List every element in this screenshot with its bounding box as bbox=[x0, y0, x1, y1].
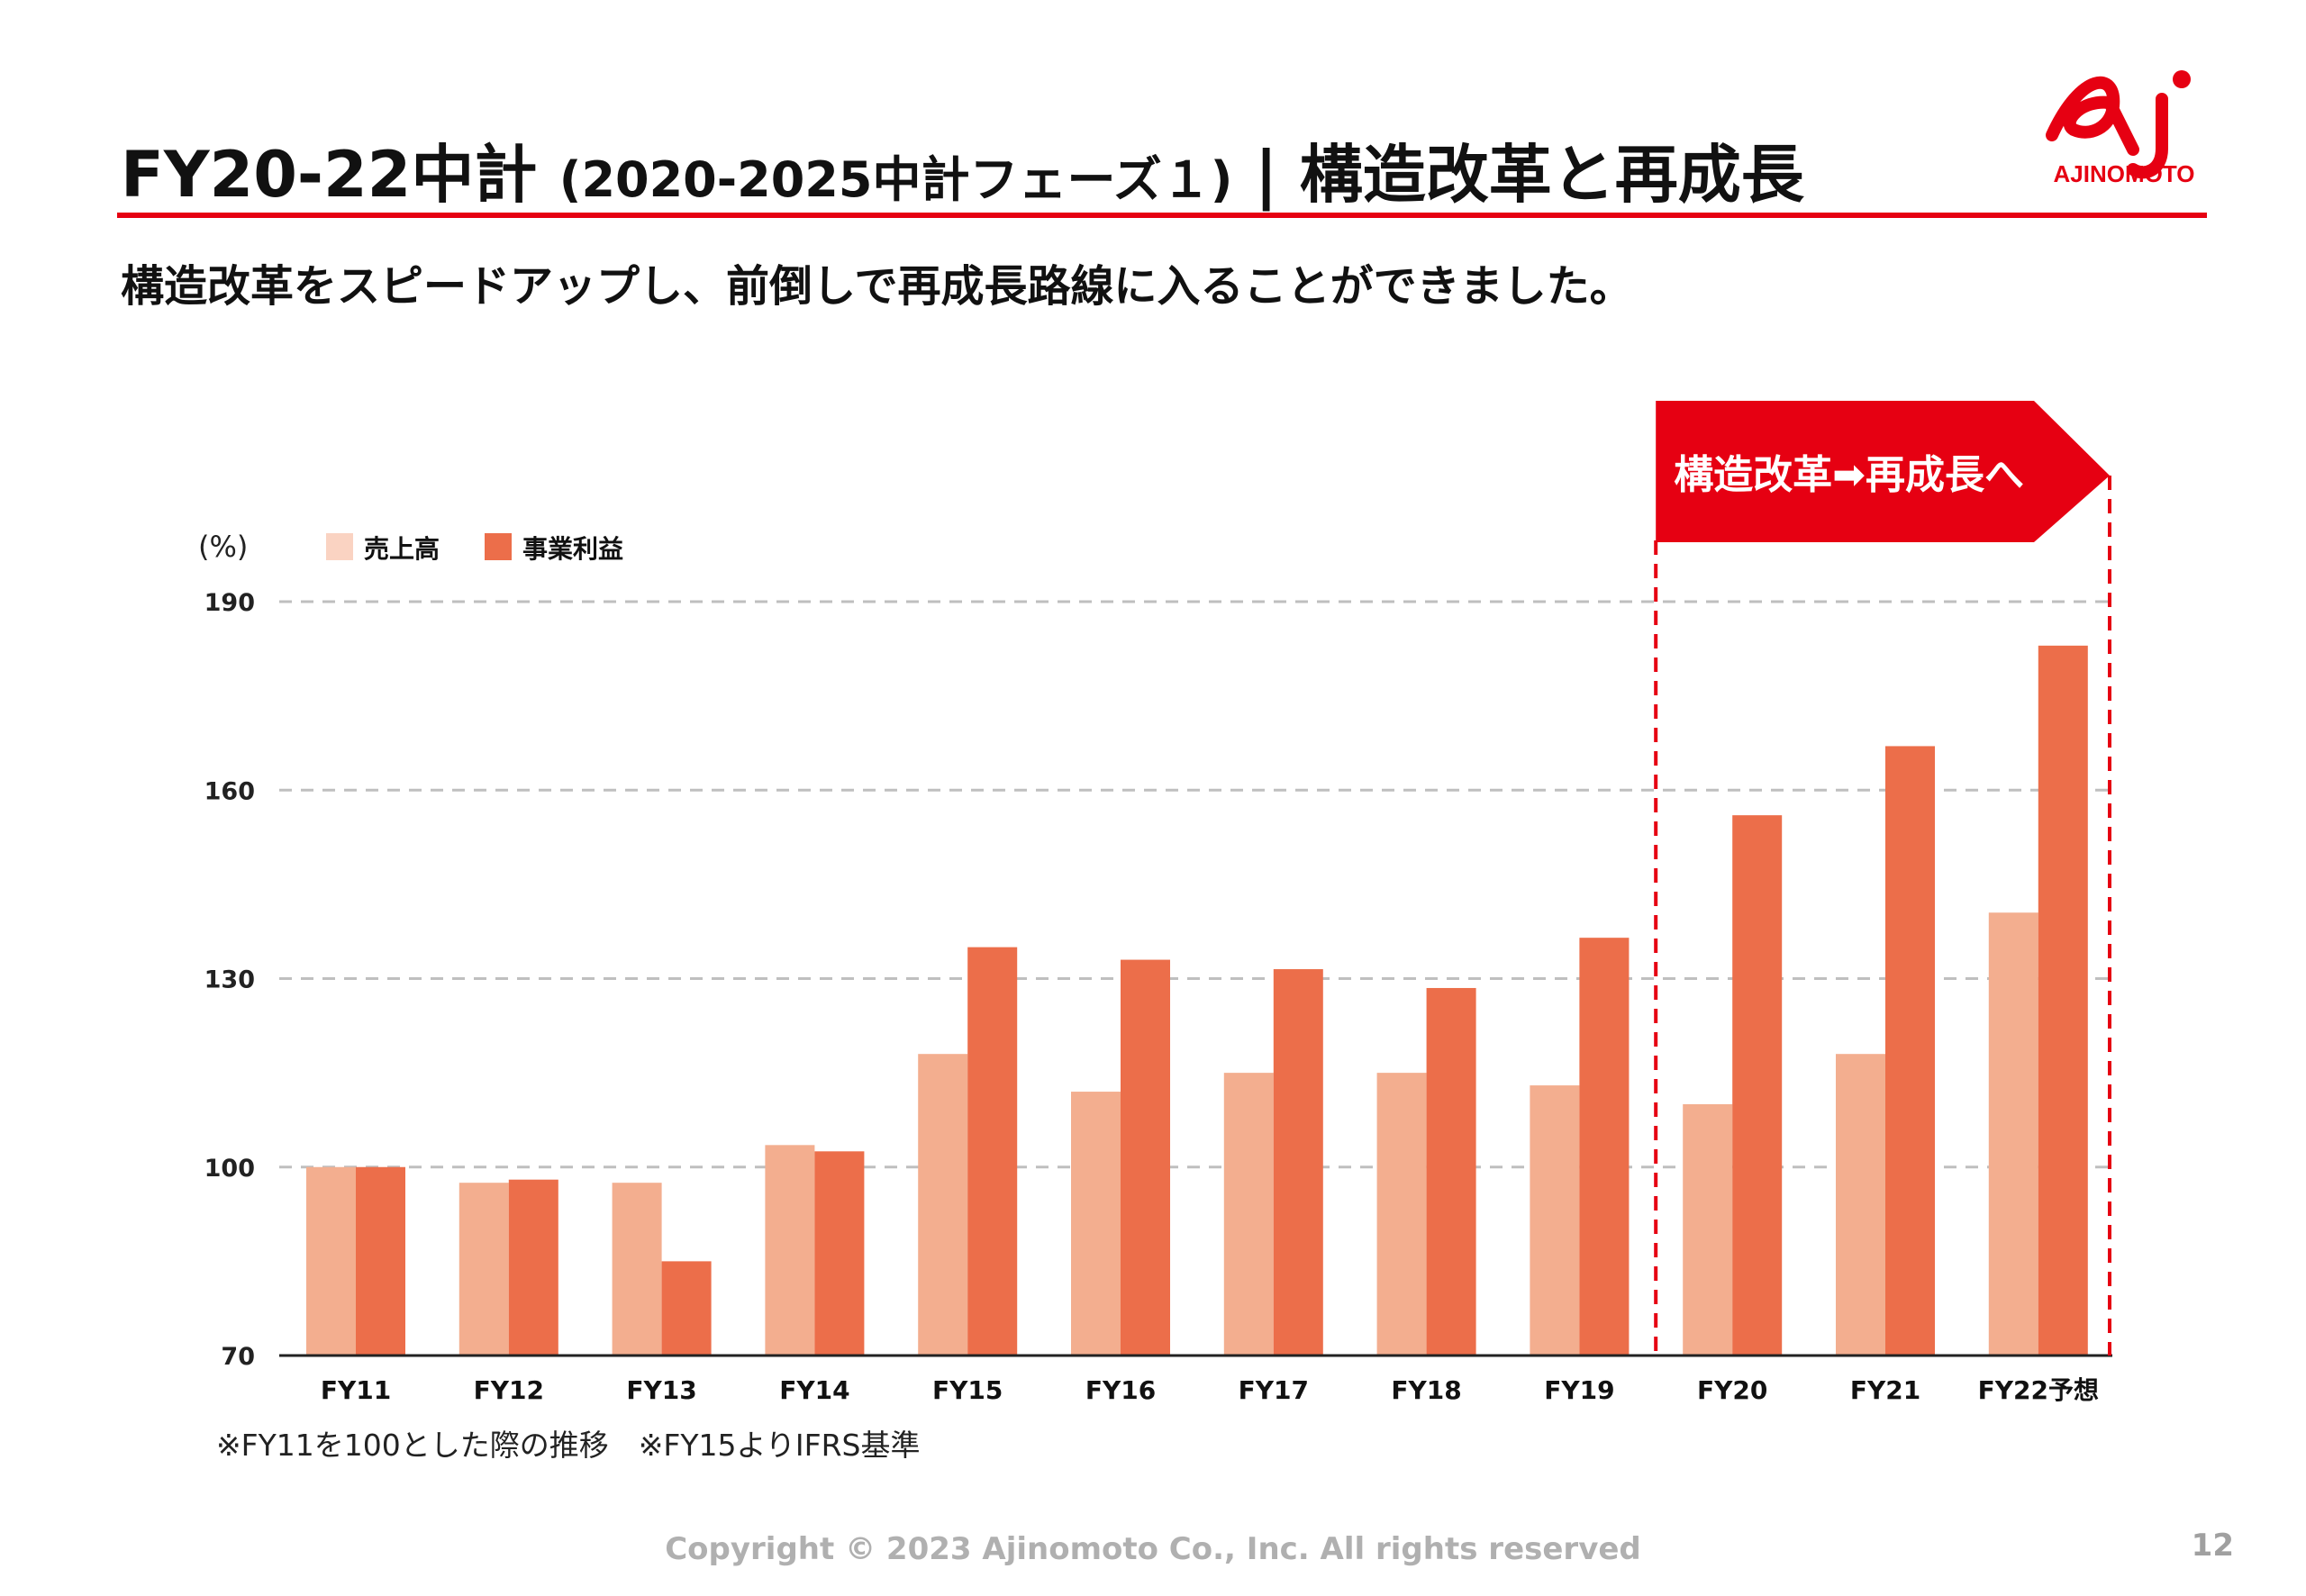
bar-sales-FY21 bbox=[1836, 1054, 1885, 1356]
x-tick-label: FY11 bbox=[321, 1375, 391, 1405]
logo-wordmark: AJINOMOTO bbox=[2054, 160, 2195, 187]
bar-sales-FY14 bbox=[765, 1145, 815, 1356]
title-separator: | bbox=[1254, 138, 1278, 212]
bar-profit-FY13 bbox=[661, 1261, 712, 1356]
bar-profit-FY22予想 bbox=[2038, 645, 2088, 1356]
bar-sales-FY16 bbox=[1071, 1092, 1121, 1356]
bar-profit-FY16 bbox=[1121, 959, 1170, 1356]
page-title: FY20-22中計 (2020-2025中計フェーズ１) | 構造改革と再成長 bbox=[121, 124, 1804, 215]
x-tick-label: FY21 bbox=[1850, 1375, 1920, 1405]
bar-sales-FY20 bbox=[1683, 1104, 1733, 1356]
x-tick-label: FY17 bbox=[1239, 1375, 1309, 1405]
x-tick-label: FY20 bbox=[1697, 1375, 1767, 1405]
legend-label: 事業利益 bbox=[522, 534, 623, 564]
y-tick-label: 100 bbox=[204, 1155, 255, 1183]
x-tick-label: FY16 bbox=[1085, 1375, 1156, 1405]
bar-profit-FY20 bbox=[1732, 815, 1783, 1356]
x-tick-label: FY18 bbox=[1391, 1375, 1461, 1405]
bar-sales-FY15 bbox=[918, 1054, 968, 1356]
bar-profit-FY11 bbox=[356, 1166, 405, 1356]
bar-sales-FY13 bbox=[612, 1183, 662, 1356]
bar-profit-FY14 bbox=[814, 1151, 865, 1356]
bar-sales-FY11 bbox=[306, 1166, 356, 1356]
y-tick-label: 190 bbox=[204, 589, 255, 617]
title-tail: 構造改革と再成長 bbox=[1299, 138, 1804, 212]
legend-label: 売上高 bbox=[364, 534, 440, 564]
bar-profit-FY19 bbox=[1579, 938, 1630, 1356]
bar-profit-FY15 bbox=[967, 947, 1018, 1356]
legend-swatch bbox=[326, 533, 353, 560]
title-underline bbox=[117, 213, 2207, 218]
x-tick-label: FY19 bbox=[1544, 1375, 1614, 1405]
bar-profit-FY18 bbox=[1426, 987, 1476, 1356]
title-sub: (2020-2025中計フェーズ１) bbox=[558, 151, 1233, 208]
bar-profit-FY21 bbox=[1885, 746, 1935, 1356]
ajinomoto-logo: AJINOMOTO bbox=[2046, 70, 2195, 187]
lead-text: 構造改革をスピードアップし、前倒しで再成長路線に入ることができました。 bbox=[121, 261, 1633, 312]
callout-text: 構造改革➡再成長へ bbox=[1674, 452, 2024, 498]
bar-sales-FY12 bbox=[458, 1183, 509, 1356]
bar-sales-FY22予想 bbox=[1988, 912, 2038, 1356]
y-axis-unit: (%) bbox=[198, 530, 248, 564]
title-main: FY20-22中計 bbox=[121, 138, 538, 212]
bar-profit-FY12 bbox=[508, 1179, 558, 1356]
legend-swatch bbox=[485, 533, 512, 560]
y-tick-label: 160 bbox=[204, 777, 255, 805]
x-tick-label: FY15 bbox=[932, 1375, 1003, 1405]
bar-sales-FY19 bbox=[1530, 1085, 1580, 1356]
callout-banner bbox=[1656, 401, 2110, 542]
footnote: ※FY11を100とした際の推移 ※FY15よりIFRS基準 bbox=[216, 1428, 921, 1463]
x-tick-label: FY13 bbox=[626, 1375, 696, 1405]
bar-profit-FY17 bbox=[1273, 969, 1323, 1356]
x-tick-label: FY22予想 bbox=[1978, 1375, 2099, 1405]
y-tick-label: 130 bbox=[204, 966, 255, 994]
copyright: Copyright © 2023 Ajinomoto Co., Inc. All… bbox=[665, 1531, 1641, 1567]
bar-sales-FY17 bbox=[1223, 1073, 1274, 1356]
y-tick-label: 70 bbox=[221, 1343, 255, 1371]
page-number: 12 bbox=[2191, 1528, 2234, 1564]
x-tick-label: FY14 bbox=[779, 1375, 849, 1405]
x-tick-label: FY12 bbox=[474, 1375, 544, 1405]
bar-sales-FY18 bbox=[1376, 1073, 1427, 1356]
